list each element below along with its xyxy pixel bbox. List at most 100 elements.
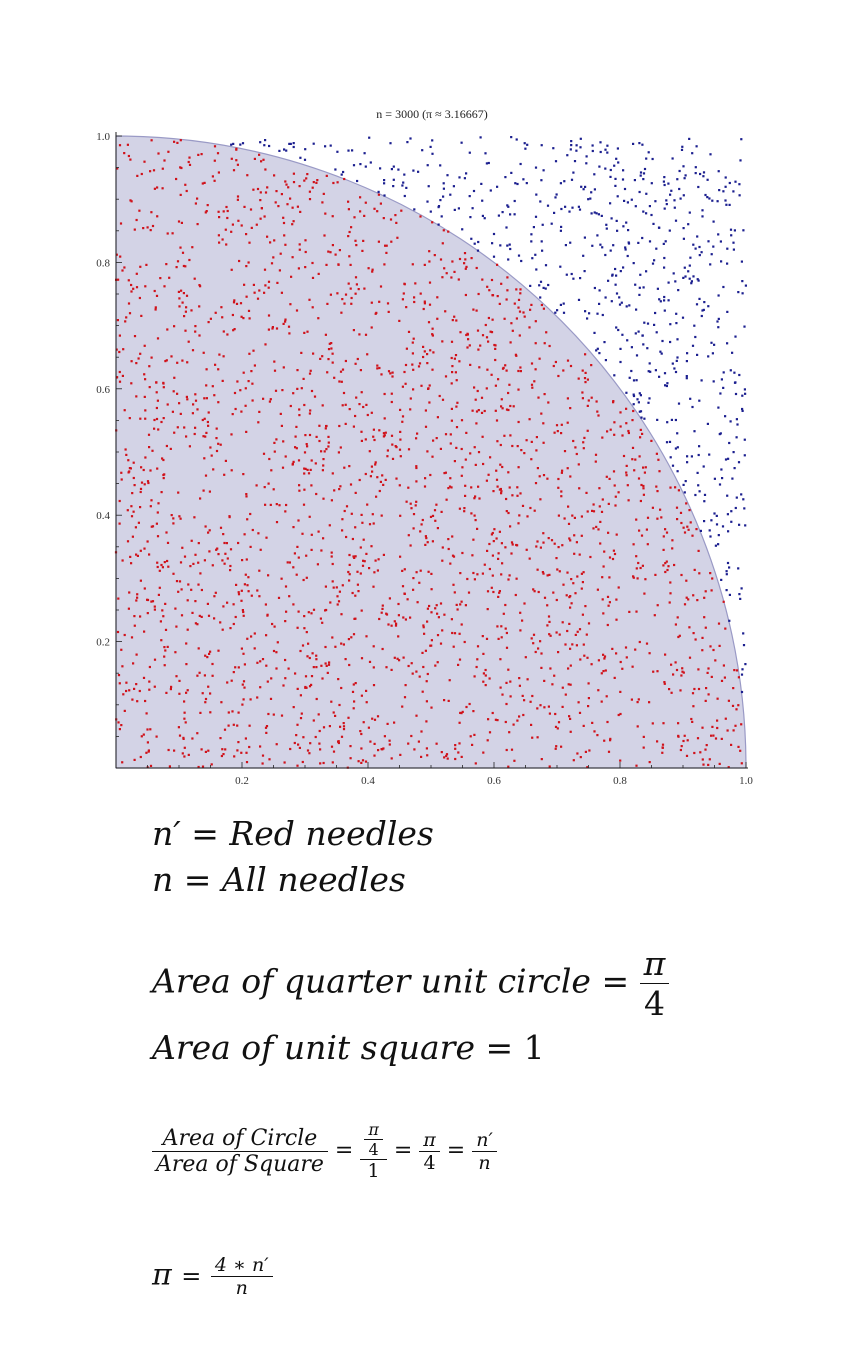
- red-needle-point: [162, 615, 165, 618]
- red-needle-point: [360, 609, 363, 612]
- red-needle-point: [174, 651, 177, 654]
- red-needle-point: [333, 489, 336, 492]
- red-needle-point: [281, 466, 285, 469]
- red-needle-point: [302, 377, 305, 380]
- red-needle-point: [297, 556, 300, 559]
- red-needle-point: [446, 757, 449, 760]
- blue-needle-point: [626, 254, 629, 258]
- red-needle-point: [202, 489, 205, 492]
- red-needle-point: [362, 239, 365, 242]
- red-needle-point: [243, 686, 246, 689]
- red-needle-point: [330, 700, 333, 703]
- red-needle-point: [331, 761, 334, 764]
- blue-needle-point: [625, 305, 628, 308]
- red-needle-point: [497, 552, 500, 555]
- red-needle-point: [341, 404, 344, 407]
- red-needle-point: [371, 270, 374, 273]
- blue-needle-point: [673, 199, 676, 202]
- red-needle-point: [662, 535, 665, 538]
- red-needle-point: [555, 631, 558, 634]
- blue-needle-point: [740, 493, 743, 496]
- red-needle-point: [530, 458, 533, 461]
- blue-needle-point: [693, 324, 696, 327]
- red-needle-point: [511, 543, 514, 546]
- red-needle-point: [284, 510, 287, 513]
- red-needle-point: [580, 534, 583, 537]
- red-needle-point: [405, 500, 408, 503]
- red-needle-point: [444, 433, 448, 436]
- red-needle-point: [373, 207, 376, 210]
- blue-needle-point: [641, 143, 644, 146]
- red-needle-point: [458, 721, 461, 724]
- red-needle-point: [453, 270, 456, 273]
- red-needle-point: [613, 552, 617, 556]
- blue-needle-point: [481, 199, 484, 202]
- red-needle-point: [539, 640, 542, 643]
- red-needle-point: [470, 486, 473, 489]
- red-needle-point: [476, 645, 480, 648]
- red-needle-point: [231, 313, 234, 317]
- red-needle-point: [395, 622, 398, 625]
- red-needle-point: [258, 569, 261, 572]
- red-needle-point: [539, 704, 542, 707]
- red-needle-point: [416, 601, 419, 604]
- red-needle-point: [169, 447, 172, 450]
- blue-needle-point: [721, 525, 725, 528]
- red-needle-point: [560, 432, 563, 435]
- red-needle-point: [426, 362, 429, 365]
- red-needle-point: [716, 726, 719, 730]
- red-needle-point: [460, 623, 463, 626]
- red-needle-point: [151, 525, 155, 528]
- red-needle-point: [576, 752, 579, 755]
- red-needle-point: [174, 607, 177, 610]
- blue-needle-point: [615, 157, 618, 160]
- red-needle-point: [534, 342, 537, 345]
- blue-needle-point: [696, 278, 699, 281]
- red-needle-point: [116, 319, 119, 322]
- red-needle-point: [548, 573, 551, 576]
- red-needle-point: [443, 756, 446, 759]
- red-needle-point: [505, 681, 508, 684]
- red-needle-point: [186, 398, 189, 401]
- blue-needle-point: [595, 349, 598, 352]
- red-needle-point: [252, 283, 255, 286]
- red-needle-point: [292, 392, 295, 395]
- red-needle-point: [386, 722, 389, 725]
- red-needle-point: [252, 188, 255, 191]
- red-needle-point: [644, 466, 647, 469]
- red-needle-point: [453, 357, 456, 360]
- red-needle-point: [150, 499, 153, 502]
- red-needle-point: [139, 490, 142, 494]
- red-needle-point: [705, 744, 708, 747]
- red-needle-point: [197, 561, 200, 564]
- red-needle-point: [494, 384, 497, 387]
- red-needle-point: [358, 333, 361, 336]
- blue-needle-point: [585, 155, 588, 158]
- red-needle-point: [554, 725, 558, 728]
- blue-needle-point: [667, 281, 670, 284]
- red-needle-point: [308, 515, 311, 518]
- x-tick-label: 0.4: [361, 775, 375, 787]
- blue-needle-point: [588, 312, 591, 315]
- blue-needle-point: [676, 338, 679, 341]
- red-needle-point: [534, 368, 537, 371]
- red-needle-point: [636, 725, 639, 728]
- blue-needle-point: [564, 205, 567, 208]
- red-needle-point: [579, 756, 582, 759]
- blue-needle-point: [682, 194, 685, 197]
- red-needle-point: [668, 601, 671, 604]
- red-needle-point: [627, 431, 630, 435]
- red-needle-point: [135, 218, 138, 222]
- red-needle-point: [336, 603, 339, 606]
- blue-needle-point: [717, 534, 720, 537]
- red-needle-point: [291, 463, 294, 466]
- red-needle-point: [574, 446, 577, 449]
- red-needle-point: [627, 429, 630, 433]
- red-needle-point: [466, 332, 469, 335]
- red-needle-point: [130, 290, 133, 293]
- red-needle-point: [212, 468, 215, 471]
- red-needle-point: [377, 558, 380, 561]
- blue-needle-point: [732, 451, 735, 454]
- blue-needle-point: [390, 168, 393, 171]
- red-needle-point: [149, 764, 153, 767]
